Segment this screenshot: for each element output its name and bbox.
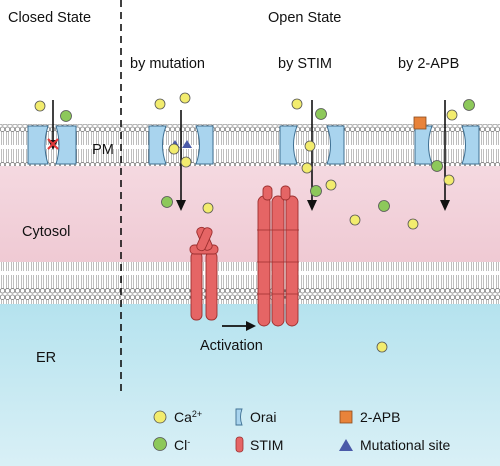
orai-channel-mutation <box>148 125 214 165</box>
legend-stim-icon <box>235 436 244 453</box>
legend-cl-label: Cl- <box>174 437 190 453</box>
activation-label: Activation <box>200 338 263 354</box>
legend-stim-label: STIM <box>250 437 283 453</box>
legend-2apb-icon <box>339 410 353 424</box>
legend: Ca2+ Cl- Orai STIM 2-APB Mutational site <box>153 408 450 453</box>
calcium-ions <box>34 92 458 353</box>
legend-ca-icon <box>153 410 167 424</box>
legend-orai-icon <box>235 408 243 426</box>
er-label: ER <box>36 350 56 366</box>
orai-channel-stim <box>279 125 345 165</box>
pm-label: PM <box>92 142 114 158</box>
apb-state-label: by 2-APB <box>398 56 459 72</box>
orai-channel-apb <box>414 125 480 165</box>
legend-ca-label: Ca2+ <box>174 409 202 425</box>
closed-state-label: Closed State <box>8 10 91 26</box>
legend-mut-label: Mutational site <box>360 437 450 453</box>
er-membrane <box>0 262 500 304</box>
mutational-site-icon <box>182 140 192 148</box>
open-state-label: Open State <box>268 10 341 26</box>
legend-2apb-label: 2-APB <box>360 409 400 425</box>
activation-arrow <box>222 321 256 331</box>
chloride-ions <box>60 99 475 212</box>
mutation-label: by mutation <box>130 56 205 72</box>
stim-inactive <box>189 226 219 321</box>
2-apb-molecule <box>413 116 427 130</box>
stim-state-label: by STIM <box>278 56 332 72</box>
legend-mutational-site-icon <box>339 439 353 451</box>
cytosol-label: Cytosol <box>22 224 70 240</box>
blocked-mark-icon <box>47 138 59 150</box>
stim-active <box>257 185 299 327</box>
legend-cl-icon <box>153 437 167 451</box>
legend-orai-label: Orai <box>250 409 276 425</box>
orai-channel-closed <box>27 125 77 165</box>
